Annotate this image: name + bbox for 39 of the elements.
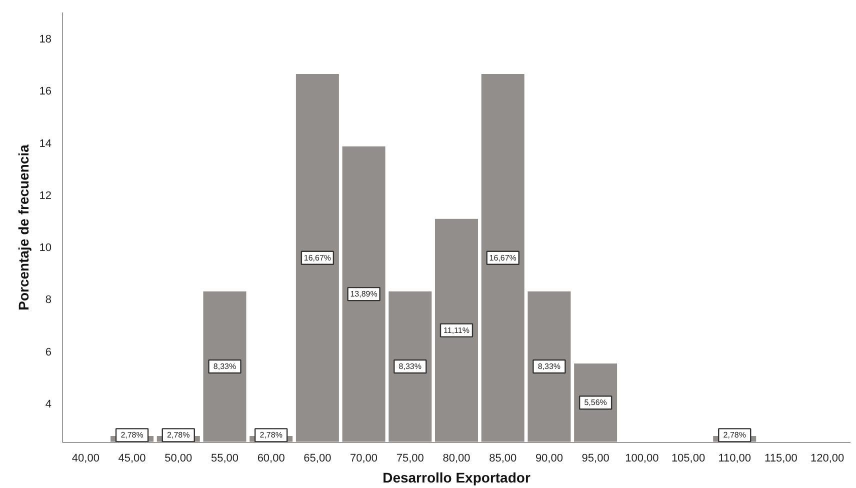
data-label: 8,33% bbox=[538, 362, 561, 372]
x-tick-label: 40,00 bbox=[72, 452, 100, 464]
x-tick-label: 65,00 bbox=[304, 452, 332, 464]
x-tick-label: 90,00 bbox=[535, 452, 563, 464]
x-tick-label: 120,00 bbox=[810, 452, 844, 464]
data-label: 8,33% bbox=[398, 362, 422, 372]
y-tick-label: 12 bbox=[39, 190, 52, 202]
x-tick-label: 80,00 bbox=[442, 452, 470, 464]
y-tick-label: 4 bbox=[45, 398, 52, 410]
y-tick-label: 16 bbox=[39, 86, 52, 98]
data-label: 16,67% bbox=[489, 253, 516, 262]
y-tick-label: 18 bbox=[39, 34, 52, 46]
x-tick-label: 60,00 bbox=[257, 452, 285, 464]
data-label: 16,67% bbox=[304, 253, 332, 262]
data-label: 2,78% bbox=[260, 430, 282, 440]
x-tick-label: 95,00 bbox=[582, 452, 610, 464]
data-label: 8,33% bbox=[213, 362, 236, 372]
x-tick-label: 55,00 bbox=[210, 452, 239, 464]
x-tick-label: 100,00 bbox=[625, 452, 659, 464]
x-tick-label: 85,00 bbox=[489, 452, 517, 464]
x-tick-label: 110,00 bbox=[718, 452, 752, 464]
data-label: 11,11% bbox=[444, 326, 470, 335]
y-tick-label: 8 bbox=[45, 294, 52, 306]
data-label: 2,78% bbox=[723, 430, 746, 440]
x-tick-label: 70,00 bbox=[350, 452, 378, 464]
y-tick-label: 10 bbox=[39, 242, 52, 254]
x-tick-label: 45,00 bbox=[118, 452, 146, 464]
data-label: 2,78% bbox=[120, 430, 144, 440]
x-tick-label: 105,00 bbox=[671, 452, 706, 464]
x-tick-label: 50,00 bbox=[164, 452, 192, 464]
x-axis-title: Desarrollo Exportador bbox=[382, 470, 531, 486]
x-tick-label: 75,00 bbox=[396, 452, 424, 464]
data-label: 2,78% bbox=[167, 430, 190, 440]
y-tick-label: 14 bbox=[39, 138, 52, 150]
y-axis-title: Porcentaje de frecuencia bbox=[15, 144, 32, 310]
x-tick-label: 115,00 bbox=[764, 452, 798, 464]
y-tick-label: 6 bbox=[45, 346, 52, 358]
data-label: 13,89% bbox=[350, 290, 378, 299]
data-label: 5,56% bbox=[584, 398, 607, 408]
